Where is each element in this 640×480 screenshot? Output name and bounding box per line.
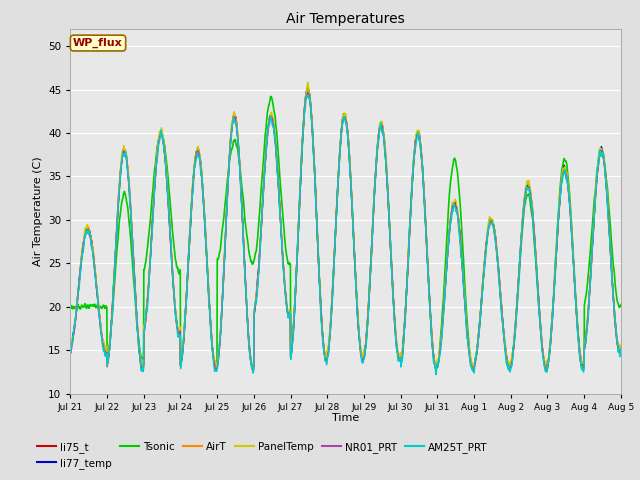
- Legend: li75_t, li77_temp, Tsonic, AirT, PanelTemp, NR01_PRT, AM25T_PRT: li75_t, li77_temp, Tsonic, AirT, PanelTe…: [37, 442, 488, 468]
- X-axis label: Time: Time: [332, 413, 359, 423]
- Title: Air Temperatures: Air Temperatures: [286, 12, 405, 26]
- Y-axis label: Air Temperature (C): Air Temperature (C): [33, 156, 43, 266]
- Text: WP_flux: WP_flux: [73, 38, 123, 48]
